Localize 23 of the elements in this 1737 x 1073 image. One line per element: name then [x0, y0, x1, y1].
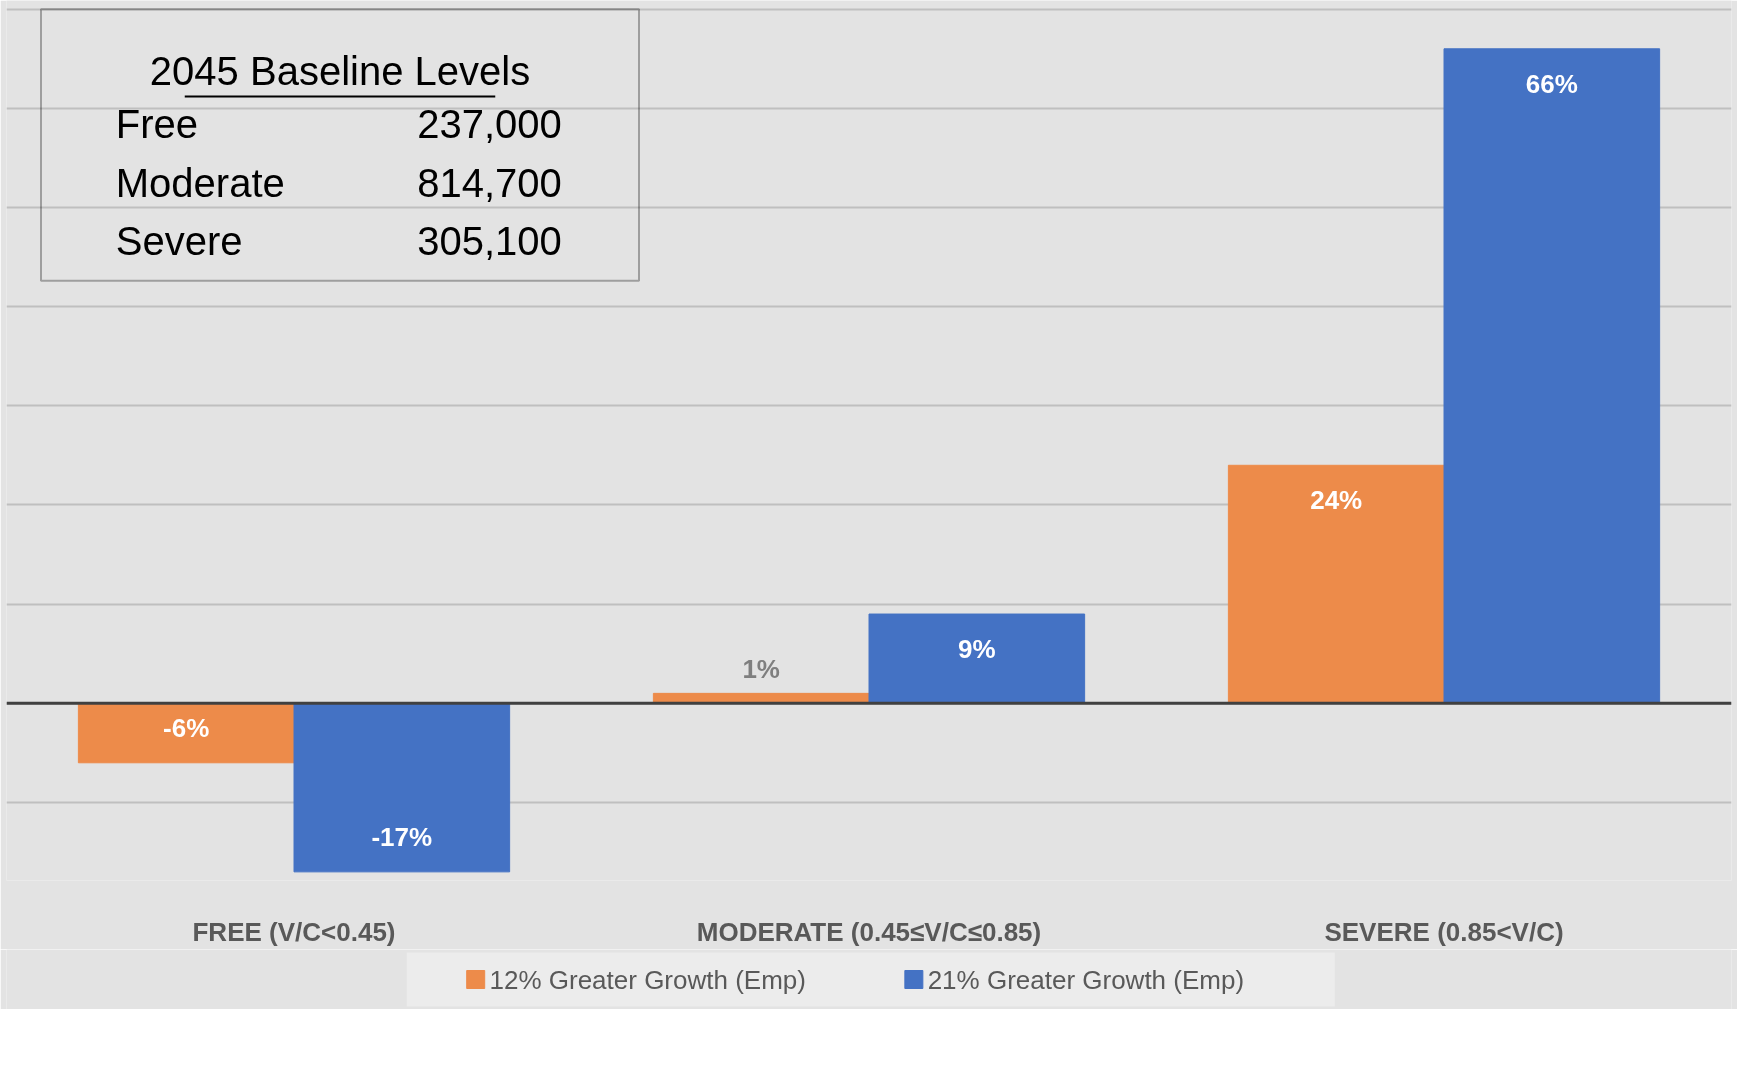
annotation: Moderate [115, 160, 285, 205]
annotation: Severe [115, 219, 243, 264]
annotation: 305,100 [417, 219, 562, 264]
legend-label: 12% Greater Growth (Emp) [489, 964, 806, 995]
x-tick-label: SEVERE (0.85<V/C) [1324, 916, 1564, 947]
data-label: 9% [958, 633, 996, 664]
x-tick-label: MODERATE (0.45≤V/C≤0.85) [696, 916, 1042, 947]
data-label: 1% [742, 653, 780, 684]
bar [1227, 464, 1445, 704]
legend-label: 21% Greater Growth (Emp) [927, 964, 1245, 995]
annotation: Free [115, 102, 198, 147]
data-label: -6% [163, 713, 210, 744]
bar [77, 702, 295, 764]
data-label: -17% [371, 822, 433, 853]
bar [868, 613, 1086, 704]
annotation: 2045 Baseline Levels [149, 48, 531, 93]
bar [1443, 48, 1661, 704]
annotation: 814,700 [417, 160, 562, 205]
x-tick-label: FREE (V/C<0.45) [192, 916, 396, 947]
data-label: 24% [1310, 485, 1363, 515]
annotation: 237,000 [417, 102, 562, 147]
data-label: 66% [1525, 68, 1578, 99]
bar [293, 702, 511, 873]
